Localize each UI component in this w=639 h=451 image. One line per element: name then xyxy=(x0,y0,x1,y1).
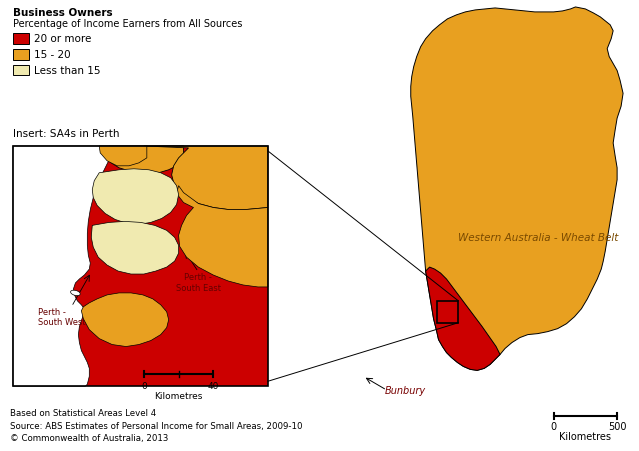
Text: Business Owners: Business Owners xyxy=(13,8,112,18)
Polygon shape xyxy=(107,147,183,175)
Ellipse shape xyxy=(70,290,81,296)
Polygon shape xyxy=(81,293,169,347)
Text: Insert: SA4s in Perth: Insert: SA4s in Perth xyxy=(13,129,119,139)
Text: Bunbury: Bunbury xyxy=(385,385,426,396)
Bar xyxy=(13,50,29,60)
Bar xyxy=(436,301,458,323)
Polygon shape xyxy=(92,170,178,225)
Polygon shape xyxy=(411,8,623,371)
Text: 20 or more: 20 or more xyxy=(34,34,91,44)
Polygon shape xyxy=(176,186,268,287)
Text: 0: 0 xyxy=(551,421,557,431)
Polygon shape xyxy=(144,147,268,210)
Polygon shape xyxy=(13,147,111,387)
Polygon shape xyxy=(99,147,147,166)
Text: Perth -
South West: Perth - South West xyxy=(38,307,86,327)
Text: 500: 500 xyxy=(608,421,626,431)
Bar xyxy=(13,147,268,387)
Text: Kilometres: Kilometres xyxy=(559,431,612,441)
Text: Percentage of Income Earners from All Sources: Percentage of Income Earners from All So… xyxy=(13,19,242,29)
Polygon shape xyxy=(91,222,178,274)
Text: Perth -
South East: Perth - South East xyxy=(176,273,221,292)
Bar xyxy=(13,34,29,45)
Text: Kilometres: Kilometres xyxy=(155,391,203,400)
Bar xyxy=(13,65,29,76)
Polygon shape xyxy=(426,267,500,371)
Text: 40: 40 xyxy=(208,382,219,391)
Bar xyxy=(13,147,268,387)
Text: 15 - 20: 15 - 20 xyxy=(34,50,70,60)
Text: 0: 0 xyxy=(141,382,147,391)
Text: Less than 15: Less than 15 xyxy=(34,66,100,76)
Text: Western Australia - Wheat Belt: Western Australia - Wheat Belt xyxy=(458,233,618,243)
Text: Based on Statistical Areas Level 4
Source: ABS Estimates of Personal Income for : Based on Statistical Areas Level 4 Sourc… xyxy=(10,408,302,442)
